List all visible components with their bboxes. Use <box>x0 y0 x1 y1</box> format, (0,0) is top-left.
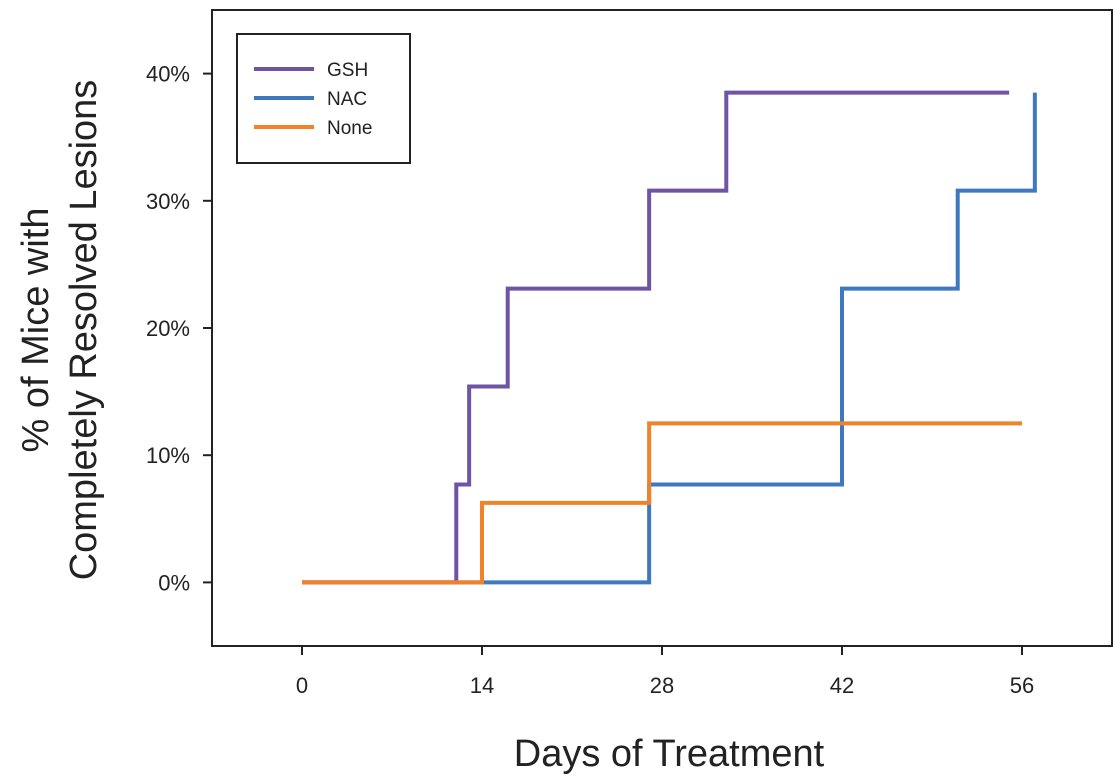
x-tick-label: 56 <box>1010 673 1034 698</box>
x-axis-ticks: 0 14 28 42 56 <box>296 646 1034 698</box>
y-axis-title-line-2: Completely Resolved Lesions <box>63 80 105 581</box>
series-line-none <box>302 421 1022 585</box>
legend-label-gsh: GSH <box>327 60 368 81</box>
x-tick-label: 42 <box>830 673 854 698</box>
y-tick-label: 0% <box>158 570 190 595</box>
series-line-gsh <box>302 90 1010 585</box>
x-tick-label: 14 <box>470 673 494 698</box>
y-tick-label: 40% <box>146 62 190 87</box>
x-tick-label: 28 <box>650 673 674 698</box>
x-axis-title: Days of Treatment <box>514 733 825 775</box>
series-line-nac <box>302 92 1037 585</box>
legend: GSH NAC None <box>236 33 411 164</box>
series-layer <box>302 90 1037 585</box>
y-tick-label: 20% <box>146 316 190 341</box>
legend-label-none: None <box>327 118 372 139</box>
y-tick-label: 10% <box>146 443 190 468</box>
x-tick-label: 0 <box>296 673 308 698</box>
y-tick-label: 30% <box>146 189 190 214</box>
legend-label-nac: NAC <box>327 89 367 110</box>
y-axis-ticks: 0% 10% 20% 30% 40% <box>146 62 212 595</box>
y-axis-title-line-1: % of Mice with <box>15 208 57 453</box>
